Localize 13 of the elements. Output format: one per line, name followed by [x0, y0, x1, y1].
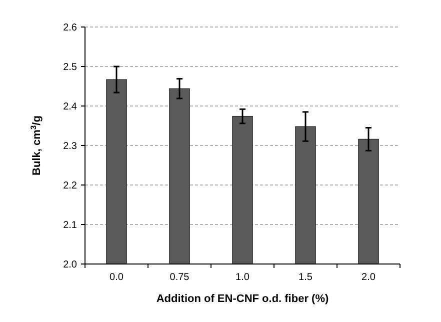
y-tick-label: 2.2 [63, 180, 78, 192]
x-tick-label: 1.0 [236, 272, 250, 283]
x-tick-label: 0.75 [170, 272, 190, 283]
y-tick-label: 2.0 [63, 260, 78, 270]
x-axis-title: Addition of EN-CNF o.d. fiber (%) [156, 293, 329, 305]
y-tick-label: 2.1 [63, 220, 78, 231]
x-tick-label: 0.0 [110, 272, 124, 283]
x-tick-label: 1.5 [298, 272, 313, 283]
x-tick-label: 2.0 [362, 272, 376, 283]
y-tick-label: 2.5 [63, 62, 78, 73]
y-tick-label: 2.6 [63, 22, 78, 34]
y-tick-label: 2.4 [63, 102, 78, 112]
y-tick-label: 2.3 [63, 141, 78, 152]
